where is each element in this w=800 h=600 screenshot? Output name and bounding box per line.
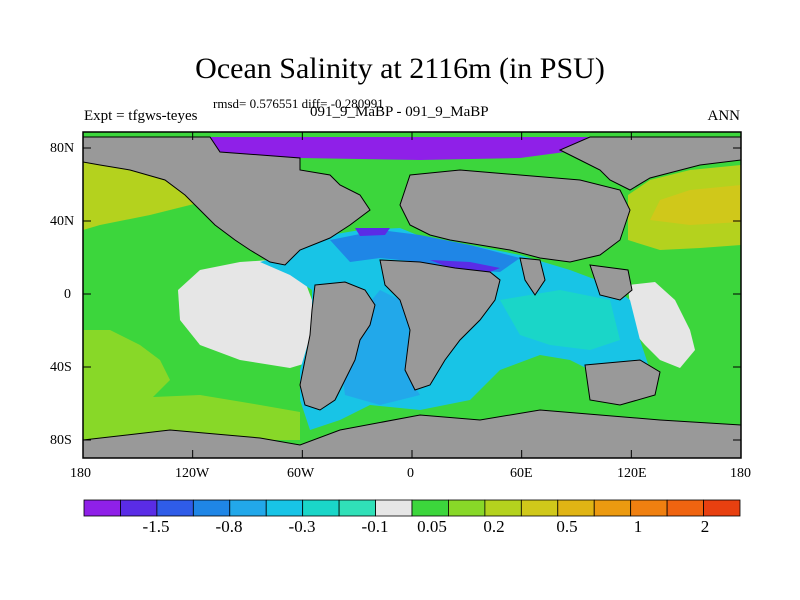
salinity-region-pacific-south bbox=[83, 330, 170, 405]
lon-label: 0 bbox=[407, 466, 414, 481]
colorbar-box bbox=[192, 499, 231, 517]
salinity-region-west-pacific-neutral bbox=[628, 282, 695, 368]
colorbar-box bbox=[302, 499, 340, 517]
colorbar-box bbox=[448, 499, 486, 517]
colorbar bbox=[83, 499, 741, 517]
colorbar-box bbox=[630, 499, 668, 517]
landmass-eurasia bbox=[399, 169, 631, 263]
colorbar-box bbox=[265, 499, 304, 517]
landmass-africa bbox=[379, 259, 501, 391]
lat-label: 40N bbox=[50, 214, 75, 229]
colorbar-box bbox=[557, 499, 595, 517]
landmass-antarctica bbox=[83, 409, 741, 458]
landmass-australia bbox=[584, 359, 661, 406]
colorbar-box bbox=[520, 499, 559, 517]
colorbar-box bbox=[375, 499, 413, 517]
lon-label: 120W bbox=[175, 466, 210, 481]
landmass-southeast-asia bbox=[589, 264, 633, 301]
colorbar-box bbox=[229, 499, 267, 517]
plot-title: Ocean Salinity at 2116m (in PSU) bbox=[195, 52, 605, 85]
colorbar-box bbox=[338, 499, 376, 517]
colorbar-box bbox=[120, 499, 158, 517]
colorbar-label: 2 bbox=[700, 517, 710, 536]
colorbar-box bbox=[484, 499, 522, 517]
map-field bbox=[83, 132, 741, 458]
colorbar-box bbox=[593, 499, 632, 517]
lon-label: 180 bbox=[70, 466, 91, 481]
colorbar-label: 1 bbox=[633, 517, 643, 536]
experiment-label: Expt = tfgws-teyes bbox=[84, 108, 198, 124]
landmass-north-america bbox=[83, 136, 371, 266]
salinity-region-arctic bbox=[210, 137, 590, 160]
colorbar-label: 0.05 bbox=[417, 517, 447, 536]
colorbar-box bbox=[83, 499, 121, 517]
colorbar-box bbox=[156, 499, 194, 517]
salinity-region-indian-ocean bbox=[500, 290, 620, 350]
colorbar-label: 0.2 bbox=[483, 517, 505, 536]
salinity-region-north-atlantic bbox=[330, 230, 520, 272]
lat-label: 0 bbox=[64, 287, 71, 302]
salinity-region-west-pacific-core bbox=[650, 185, 741, 225]
lon-label: 180 bbox=[730, 466, 751, 481]
landmass-south-america bbox=[299, 281, 376, 411]
season-label: ANN bbox=[707, 108, 741, 124]
salinity-region-southern-ocean bbox=[83, 395, 300, 440]
land-masses bbox=[83, 136, 741, 458]
lon-label: 60E bbox=[510, 466, 533, 481]
colorbar-label: -0.3 bbox=[288, 517, 316, 536]
salinity-region-east-pacific-neutral bbox=[178, 260, 312, 368]
colorbar-box bbox=[703, 499, 741, 517]
landmass-india bbox=[519, 257, 546, 296]
lon-label: 60W bbox=[287, 466, 315, 481]
lon-label: 120E bbox=[617, 466, 647, 481]
colorbar-box bbox=[411, 499, 449, 517]
colorbar-label: -1.5 bbox=[142, 517, 170, 536]
colorbar-label: -0.8 bbox=[215, 517, 243, 536]
lat-label: 80N bbox=[50, 141, 75, 156]
salinity-region-mediterranean bbox=[430, 260, 500, 272]
colorbar-label: -0.1 bbox=[361, 517, 389, 536]
plot-subtitle: rmsd= 0.576551 diff= -0.280991 bbox=[213, 96, 384, 111]
landmass-north-asia bbox=[558, 136, 741, 191]
case-label: 091_9_MaBP - 091_9_MaBP bbox=[310, 104, 489, 120]
salinity-region-north-atlantic-deep bbox=[355, 228, 390, 236]
axis-ticks bbox=[82, 132, 742, 458]
lat-label: 40S bbox=[50, 360, 72, 375]
colorbar-box bbox=[666, 499, 704, 517]
lat-label: 80S bbox=[50, 433, 72, 448]
colorbar-label: 0.5 bbox=[556, 517, 578, 536]
